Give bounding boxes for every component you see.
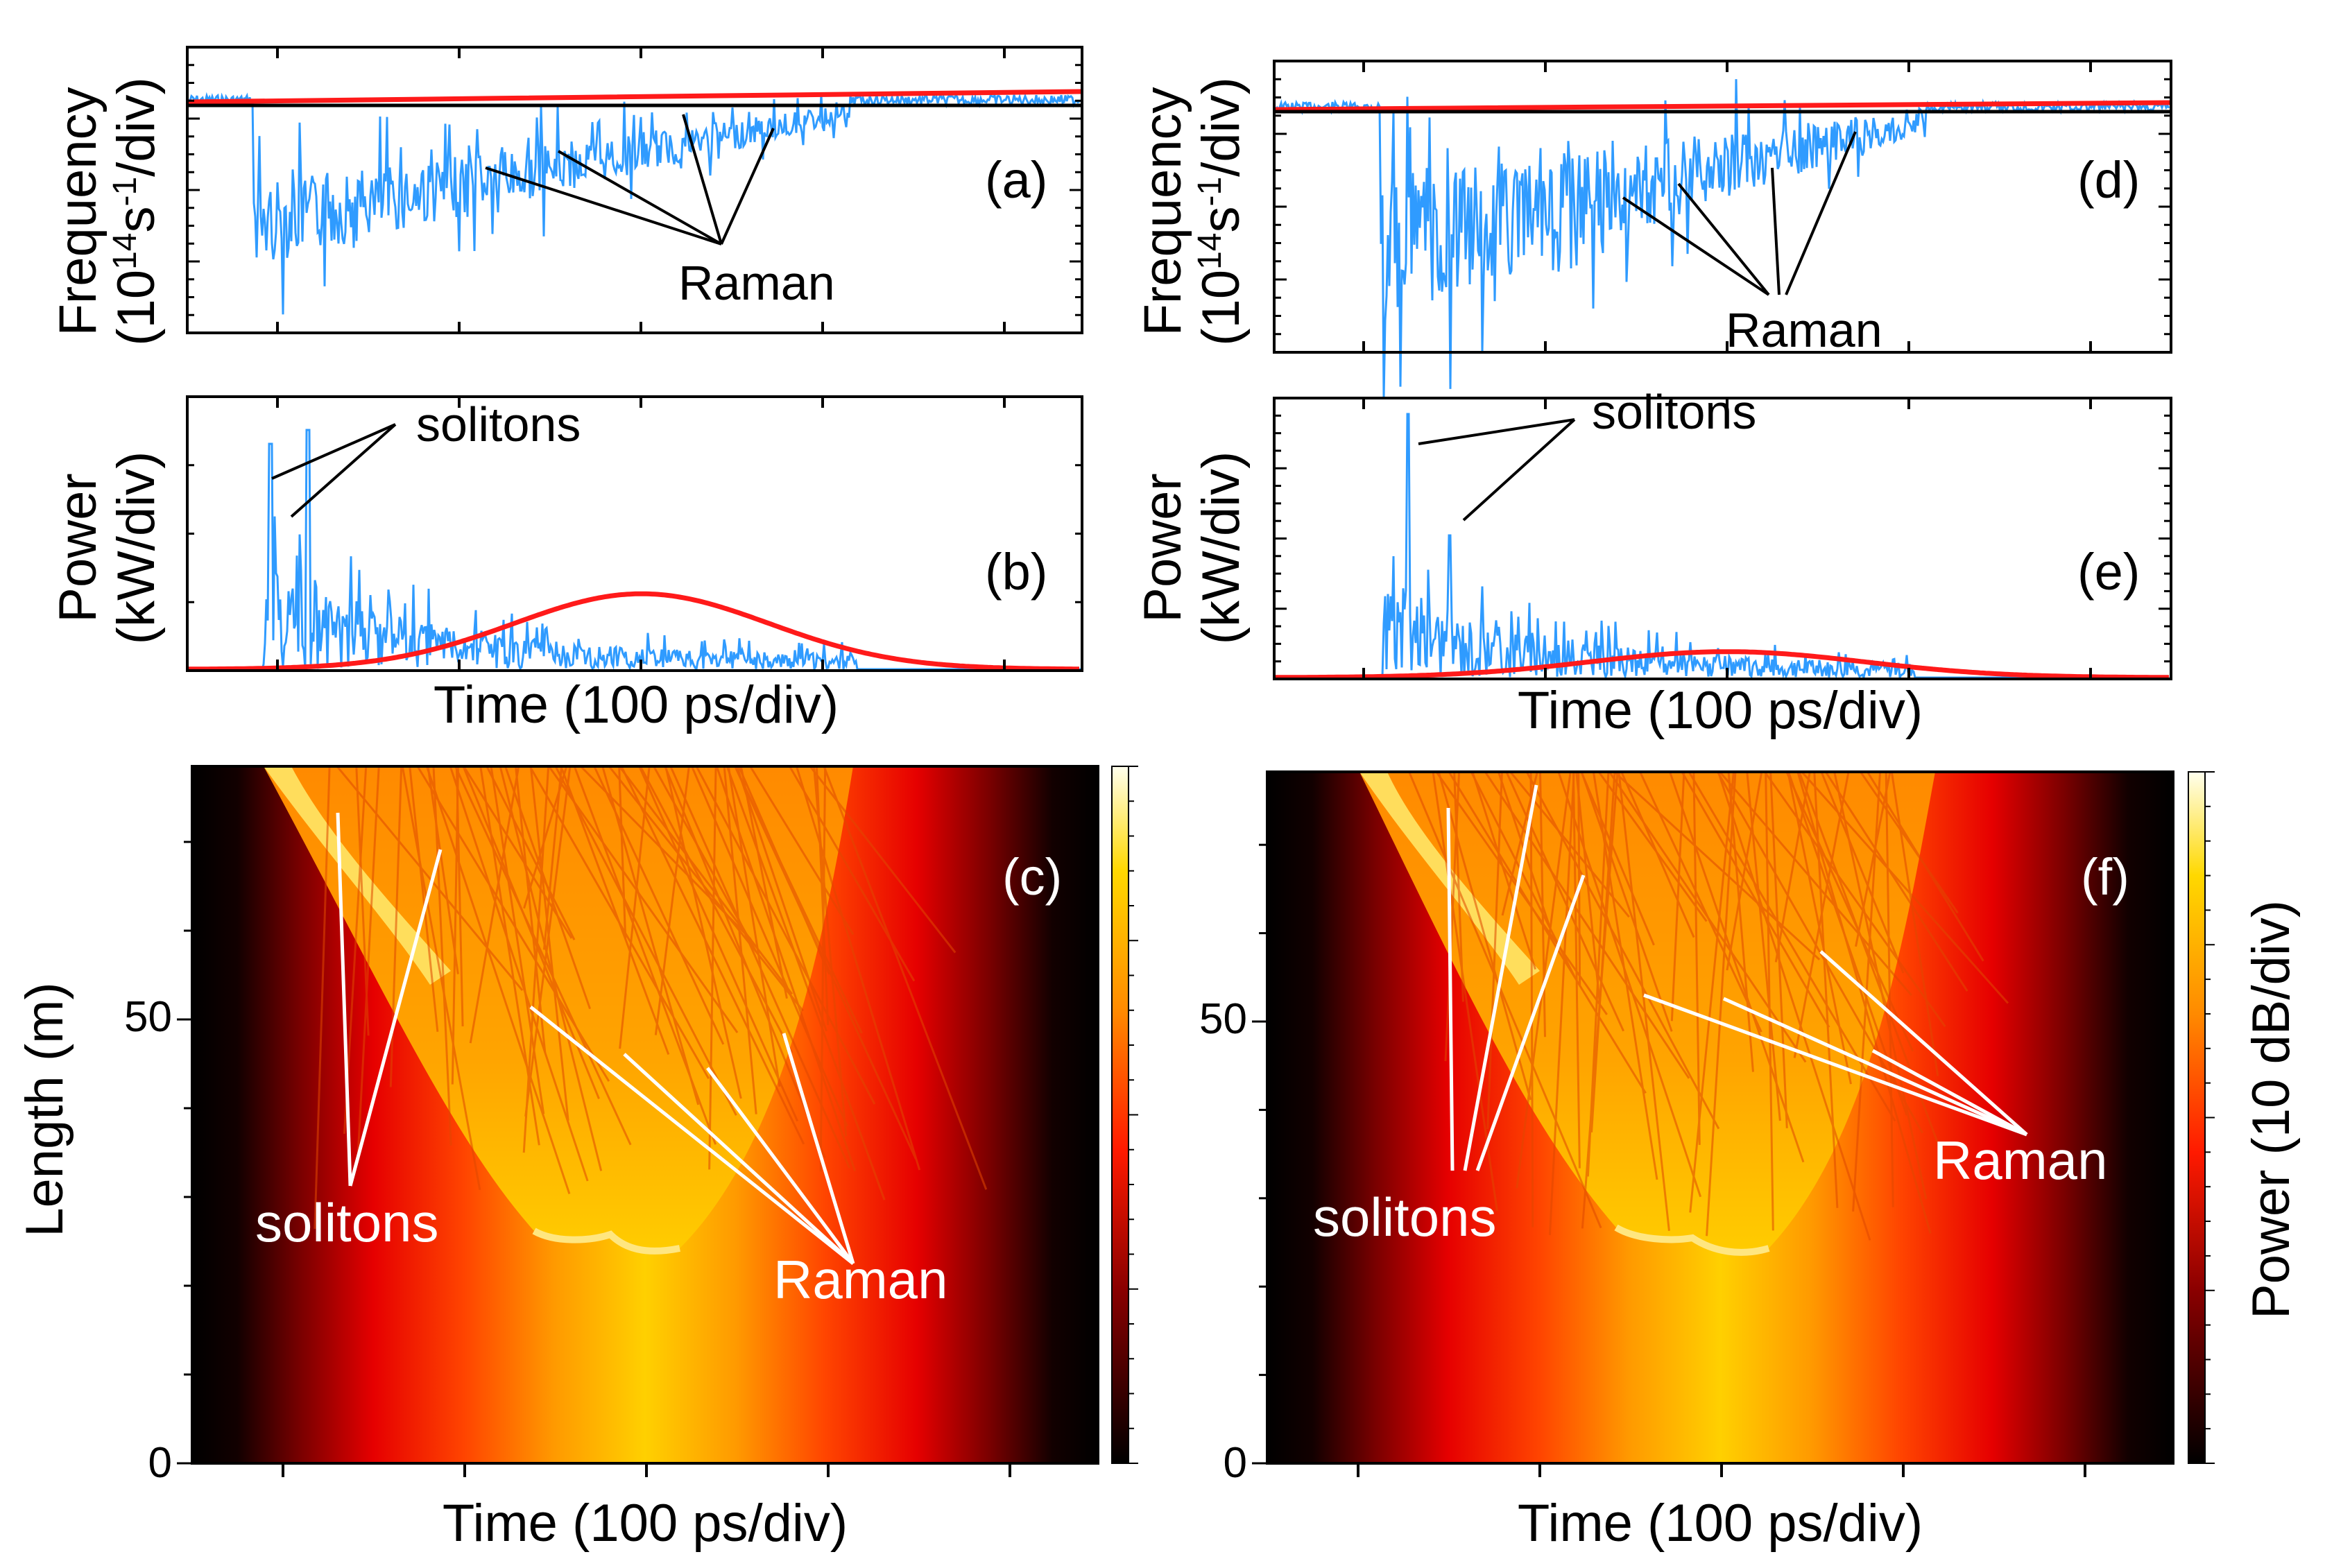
- panel-f-ytick-0: 0: [1224, 1439, 1247, 1487]
- panel-b-ylabel-line2: (kW/div): [107, 451, 166, 645]
- panel-b-solitons-label: solitons: [416, 397, 581, 451]
- panel-c-solitons-label: solitons: [255, 1192, 438, 1253]
- panel-a-tag: (a): [985, 151, 1047, 209]
- panel-e-tag: (e): [2077, 543, 2140, 601]
- panel-f-ytick-50: 50: [1199, 995, 1247, 1043]
- panel-c-raman-label: Raman: [773, 1249, 947, 1310]
- panel-b-ylabel-line1: Power: [49, 473, 108, 622]
- panel-f-colorbar: [2188, 771, 2206, 1464]
- panel-c: 0 50 (c) solitons Raman Length (m) Time …: [15, 765, 1138, 1553]
- panel-c-annotation-pointers: [336, 812, 855, 1265]
- panel-e-xlabel: Time (100 ps/div): [1518, 681, 1923, 740]
- panel-a-axes-frame: [186, 46, 1083, 334]
- panel-b-axes-frame: [186, 395, 1083, 672]
- panel-f-raman-label: Raman: [1933, 1130, 2107, 1191]
- panel-f-colorbar-label: Power (10 dB/div): [2242, 900, 2301, 1319]
- panel-b-tag: (b): [985, 543, 1047, 601]
- panel-d: (d) Raman Frequency (1014s-1/div): [1133, 60, 2172, 399]
- panel-d-raman-label: Raman: [1726, 303, 1882, 357]
- panel-c-tag: (c): [1002, 848, 1062, 906]
- panel-c-xlabel: Time (100 ps/div): [443, 1494, 848, 1553]
- panel-d-axes-frame: [1273, 60, 2172, 354]
- panel-e-axes-frame: [1273, 397, 2172, 680]
- panel-f-xlabel: Time (100 ps/div): [1518, 1494, 1923, 1553]
- panel-c-colorbar: [1111, 766, 1129, 1464]
- panel-a-raman-pointers: [485, 114, 775, 245]
- panel-b-xlabel: Time (100 ps/div): [434, 675, 839, 734]
- panel-a-ylabel-line1: Frequency: [49, 87, 108, 336]
- panel-e-pulse-envelope: [1276, 649, 2169, 680]
- panel-c-ytick-0: 0: [148, 1439, 172, 1487]
- panel-e-ylabel-line2: (kW/div): [1192, 451, 1251, 645]
- panel-e-solitons-label: solitons: [1592, 385, 1756, 439]
- panel-d-ylabel-line2: (1014s-1/div): [1192, 77, 1251, 346]
- panel-f-tag: (f): [2081, 848, 2129, 906]
- panel-e-ylabel-line1: Power: [1133, 473, 1192, 622]
- panel-d-ylabel-line1: Frequency: [1133, 87, 1192, 336]
- panel-f: 0 50 (f) solitons Raman Time (100 ps/div…: [1199, 770, 2301, 1553]
- panel-d-reference-line: [1273, 100, 2172, 112]
- panel-b-solitons-pointers: [271, 423, 397, 518]
- panel-c-ylabel: Length (m): [15, 982, 74, 1237]
- panel-c-colorbar-ticks: [1129, 766, 1138, 1464]
- panel-e-solitons-pointers: [1418, 418, 1576, 522]
- panel-a: (a) Raman Frequency (1014s-1/div): [49, 46, 1083, 346]
- panel-f-solitons-label: solitons: [1313, 1187, 1496, 1248]
- panel-e-power-signal: [1276, 413, 2169, 681]
- panel-f-annotation-pointers: [1446, 784, 2028, 1171]
- panel-d-frequency-signal: [1274, 79, 2170, 399]
- panel-c-ticks: [177, 841, 1011, 1477]
- panel-a-raman-label: Raman: [678, 256, 835, 310]
- panel-b: (b) solitons Power (kW/div) Time (100 ps…: [49, 395, 1083, 734]
- panel-e: (e) solitons Power (kW/div) Time (100 ps…: [1133, 385, 2172, 740]
- panel-d-raman-pointers: [1622, 131, 1857, 296]
- panel-b-power-signal: [189, 429, 1081, 673]
- panel-a-ylabel-line2: (1014s-1/div): [107, 77, 166, 346]
- panel-b-pulse-envelope: [189, 591, 1079, 672]
- panel-c-ytick-50: 50: [124, 993, 172, 1041]
- panel-a-frequency-signal: [188, 92, 1081, 315]
- panel-a-reference-line: [187, 89, 1083, 105]
- panel-f-colorbar-ticks: [2205, 771, 2215, 1464]
- panel-f-ticks: [1252, 843, 2086, 1477]
- panel-d-tag: (d): [2077, 151, 2140, 209]
